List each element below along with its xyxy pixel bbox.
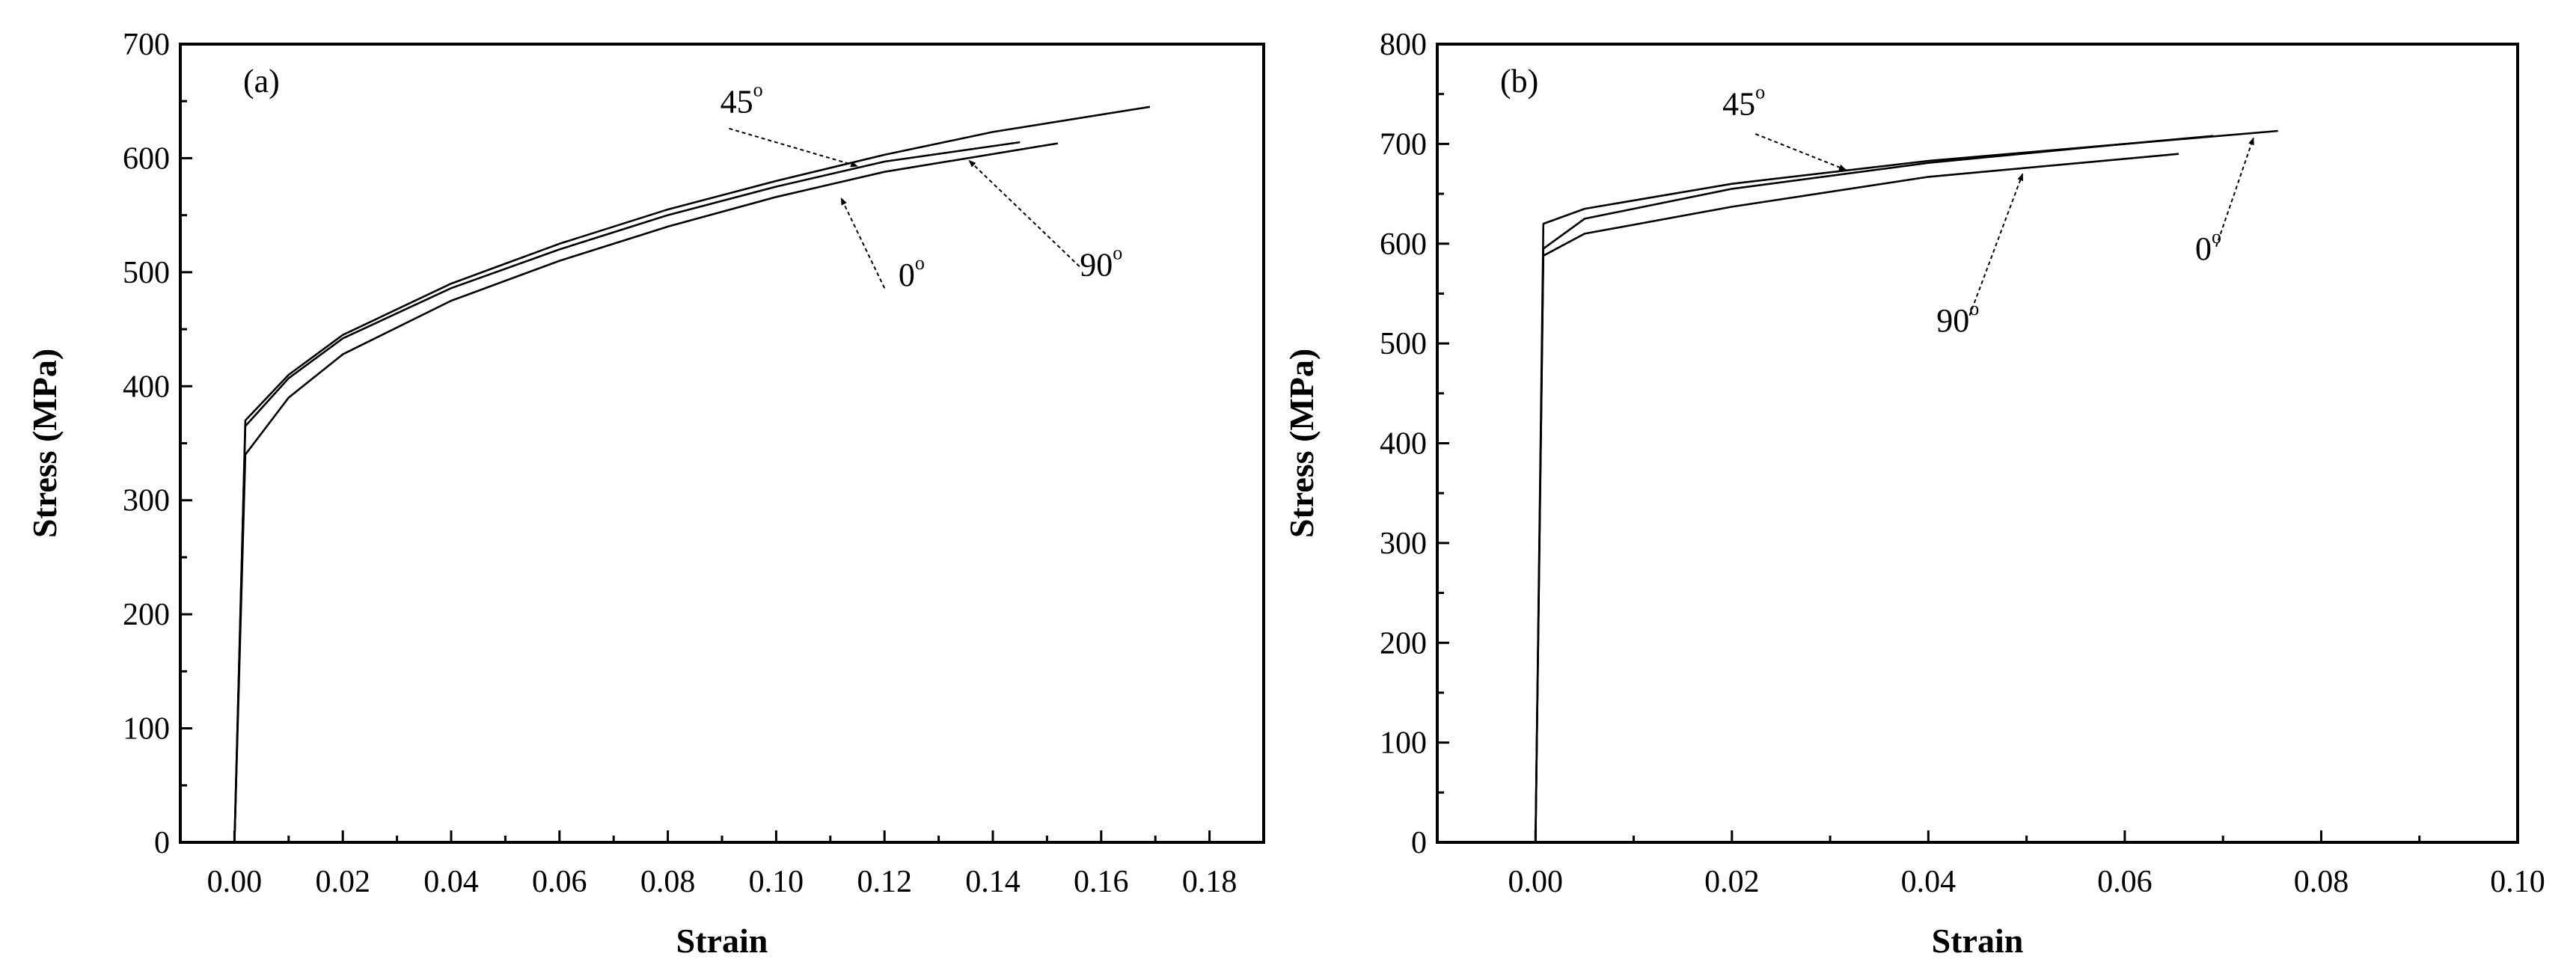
panel-label: (a) [243, 63, 280, 99]
annotation-degree-sign: o [753, 79, 763, 100]
x-tick-label: 0.08 [2294, 865, 2349, 899]
y-tick-label: 800 [1380, 28, 1427, 62]
plot-frame [179, 43, 1265, 844]
x-axis-title: Strain [1932, 922, 2024, 960]
annotation-label: 0o [2195, 226, 2221, 267]
annotation-arrow [840, 197, 886, 289]
series-line-45deg [233, 105, 1151, 843]
annotation-arrow [1754, 133, 1847, 171]
annotation-arrow [968, 159, 1080, 267]
series-line-45deg [1535, 135, 2214, 843]
annotation-text: 0 [2195, 230, 2212, 267]
plot-frame [1436, 43, 2519, 844]
y-tick-label: 300 [123, 484, 170, 518]
y-tick-label: 0 [154, 826, 170, 860]
y-tick-label: 600 [123, 141, 170, 176]
x-tick-label: 0.06 [532, 865, 587, 899]
x-tick-label: 0.00 [207, 865, 263, 899]
y-tick-label: 300 [1380, 527, 1427, 561]
x-tick-label: 0.02 [315, 865, 370, 899]
y-tick-label: 200 [123, 598, 170, 632]
y-tick-label: 600 [1380, 227, 1427, 262]
y-tick-label: 200 [1380, 626, 1427, 661]
annotation-degree-sign: o [2212, 226, 2221, 248]
x-tick-label: 0.04 [423, 865, 479, 899]
y-axis-title: Stress (MPa) [1282, 349, 1321, 538]
x-tick-label: 0.14 [965, 865, 1021, 899]
x-tick-label: 0.10 [2490, 865, 2545, 899]
annotation-label: 45o [721, 79, 763, 120]
x-axis-title: Strain [676, 922, 768, 960]
series-line-0deg [233, 142, 1059, 843]
y-axis-title: Stress (MPa) [25, 349, 64, 538]
annotation-text: 90 [1080, 246, 1113, 283]
chart-panel-b: 0.00 0.02 0.04 0.06 0.08 0.10 0 100 200 300 400 500… [1282, 28, 2545, 960]
annotation-text: 90 [1936, 302, 1969, 339]
y-tick-label: 100 [1380, 726, 1427, 761]
x-tick-label: 0.00 [1508, 865, 1564, 899]
annotation-label: 90o [1080, 242, 1122, 283]
y-tick-label: 700 [1380, 127, 1427, 162]
annotation-arrow [2215, 137, 2254, 248]
annotation-text: 45 [721, 83, 753, 120]
panel-label: (b) [1500, 63, 1538, 99]
annotation-label: 0o [899, 252, 925, 293]
y-tick-label: 500 [123, 256, 170, 290]
annotation-label: 90o [1936, 298, 1979, 339]
annotation-degree-sign: o [1113, 242, 1122, 263]
y-tick-label: 100 [123, 712, 170, 747]
annotation-text: 45 [1722, 86, 1755, 123]
x-tick-label: 0.08 [640, 865, 696, 899]
y-tick-label: 400 [1380, 427, 1427, 462]
x-tick-label: 0.16 [1074, 865, 1129, 899]
annotation-text: 0 [899, 257, 915, 293]
x-tick-label: 0.18 [1182, 865, 1237, 899]
series-line-90deg [1535, 153, 2179, 843]
chart-panel-a: 0.00 0.02 0.04 0.06 0.08 0.10 0.12 0.14 0.16 0.18… [25, 28, 1265, 960]
y-tick-label: 400 [123, 370, 170, 404]
x-tick-label: 0.06 [2097, 865, 2153, 899]
x-tick-label: 0.04 [1901, 865, 1957, 899]
series-line-0deg [1535, 129, 2278, 843]
x-tick-label: 0.12 [857, 865, 912, 899]
x-tick-label: 0.10 [749, 865, 804, 899]
y-tick-label: 500 [1380, 327, 1427, 361]
y-tick-label: 0 [1411, 826, 1427, 860]
annotation-degree-sign: o [1755, 82, 1765, 103]
series-line-90deg [233, 141, 1021, 843]
annotation-degree-sign: o [1969, 298, 1979, 319]
annotation-label: 45o [1722, 82, 1765, 123]
annotation-arrow [1968, 173, 2024, 316]
x-tick-label: 0.02 [1704, 865, 1760, 899]
annotation-degree-sign: o [915, 252, 925, 274]
annotation-arrow [729, 127, 858, 168]
y-tick-label: 700 [123, 28, 170, 62]
